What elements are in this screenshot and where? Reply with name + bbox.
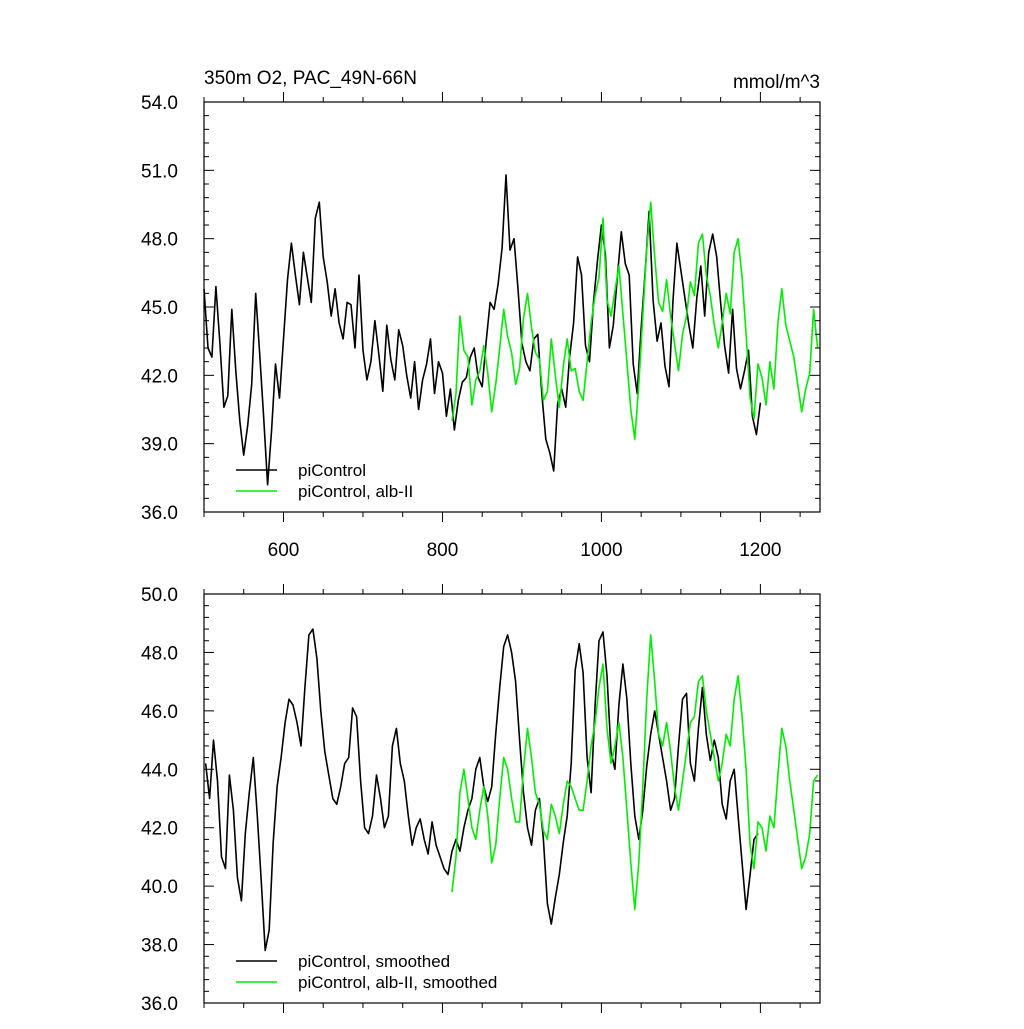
chart-2-series-1-line (204, 628, 759, 952)
chart-1-xtick-label: 1000 (580, 540, 622, 561)
chart-1-ytick-label: 51.0 (141, 161, 178, 182)
chart-2-ytick-label: 36.0 (141, 994, 178, 1015)
chart-1-series-2-line (451, 201, 819, 440)
chart-1-ytick-label: 45.0 (141, 298, 178, 319)
chart-2-ytick-label: 42.0 (141, 819, 178, 840)
chart-2-ytick-label: 44.0 (141, 760, 178, 781)
chart-1-plot: 36.0 39.0 42.0 45.0 48.0 51.0 54.0 600 800 1000 12… (141, 92, 821, 561)
chart-2-series-2-line (451, 634, 819, 911)
chart-1-ytick-label: 39.0 (141, 435, 178, 456)
chart-1-xtick-label: 1200 (739, 540, 781, 561)
chart-1-xtick-label: 600 (268, 540, 300, 561)
chart-1-ytick-label: 42.0 (141, 366, 178, 387)
chart-1-legend: piControl piControl, alb-II (236, 461, 413, 501)
chart-2-ytick-label: 40.0 (141, 877, 178, 898)
chart-2-frame (203, 593, 821, 1004)
chart-2-legend: piControl, smoothed piControl, alb-II, s… (236, 952, 497, 992)
chart-1-xtick-label: 800 (427, 540, 459, 561)
chart-1-legend-label-piControl: piControl (298, 461, 366, 480)
chart-1-units-label: mmol/m^3 (733, 72, 820, 93)
chart-1-ytick-label: 36.0 (141, 503, 178, 524)
chart-2-legend-label-smoothed: piControl, smoothed (298, 952, 450, 971)
chart-2-legend-label-alb-II-smoothed: piControl, alb-II, smoothed (298, 973, 497, 992)
chart-2-ytick-label: 48.0 (141, 643, 178, 664)
chart-1-series-1-line (203, 174, 762, 486)
chart-2-ytick-label: 38.0 (141, 936, 178, 957)
chart-1-legend-label-alb-II: piControl, alb-II (298, 482, 413, 501)
chart-1-ytick-label: 54.0 (141, 93, 178, 114)
chart-1-title: 350m O2, PAC_49N-66N (204, 68, 417, 89)
chart-1-ytick-label: 48.0 (141, 230, 178, 251)
chart-2-plot: 36.0 38.0 40.0 42.0 44.0 46.0 48.0 50.0 (141, 584, 821, 1015)
chart-2-ytick-label: 46.0 (141, 702, 178, 723)
chart-2-ytick-label: 50.0 (141, 585, 178, 606)
